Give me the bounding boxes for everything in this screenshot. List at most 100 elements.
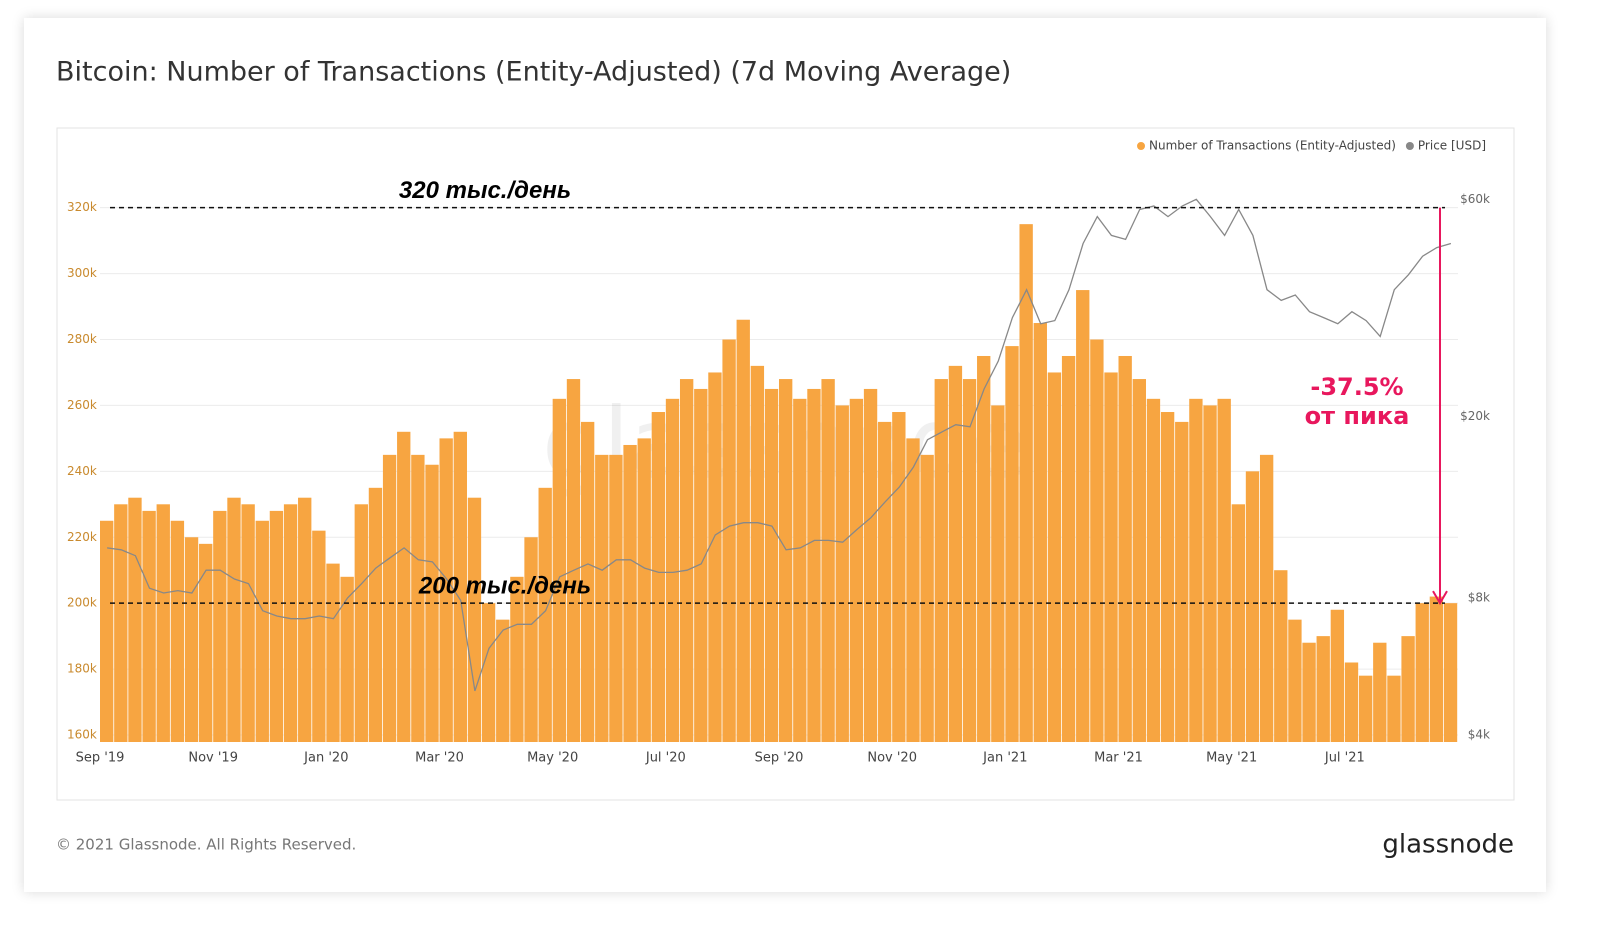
bar (510, 576, 524, 742)
x-tick-label: May '20 (527, 751, 578, 766)
x-tick-label: Mar '20 (415, 751, 464, 766)
y-tick-label: 300k (67, 266, 97, 280)
x-tick-label: Jan '20 (303, 751, 348, 766)
x-tick-label: Sep '20 (755, 751, 804, 766)
bar (213, 510, 227, 742)
y-tick-label: 320k (67, 200, 97, 214)
bar (368, 487, 383, 742)
bar (439, 438, 453, 742)
bar (637, 438, 651, 742)
bar (481, 603, 496, 742)
bar (779, 379, 793, 742)
bar (566, 379, 581, 742)
y2-tick-label: $60k (1460, 192, 1490, 206)
bar (1090, 339, 1104, 742)
bar (1118, 355, 1132, 742)
reference-label: 200 тыс./день (418, 573, 591, 600)
bar (100, 520, 114, 742)
bar (283, 504, 298, 742)
x-tick-label: May '21 (1206, 751, 1257, 766)
bar (524, 537, 538, 742)
bar (1344, 662, 1359, 742)
x-tick-label: Jul '21 (1324, 751, 1365, 766)
bar (1443, 603, 1458, 742)
bar (1019, 224, 1033, 743)
bar (1358, 675, 1373, 742)
bar (694, 388, 708, 742)
title: Bitcoin: Number of Transactions (Entity-… (56, 57, 1011, 88)
bar (538, 487, 552, 742)
bar (948, 365, 963, 742)
bar (170, 520, 185, 742)
bar (298, 497, 312, 742)
y-tick-label: 260k (67, 398, 97, 412)
bar (807, 388, 821, 742)
bar (1132, 379, 1146, 742)
bar (750, 365, 765, 742)
bar (863, 388, 878, 742)
y-tick-label: 180k (67, 662, 97, 676)
bar (1245, 471, 1260, 742)
bar (340, 576, 354, 742)
bar (934, 379, 948, 742)
footer: © 2021 Glassnode. All Rights Reserved. (56, 836, 356, 854)
bar (1146, 398, 1161, 742)
legend-label: Number of Transactions (Entity-Adjusted) (1149, 139, 1396, 153)
bar (354, 504, 368, 742)
y-tick-label: 160k (67, 728, 97, 742)
bar (595, 454, 609, 742)
y-tick-label: 240k (67, 464, 97, 478)
bar (1330, 609, 1345, 742)
bar (397, 431, 411, 742)
legend-swatch (1137, 142, 1146, 150)
change-label: от пика (1305, 402, 1410, 430)
bar (1217, 398, 1231, 742)
bar (736, 319, 750, 742)
bar (892, 412, 906, 742)
bar (1231, 504, 1246, 742)
bar (425, 464, 439, 742)
reference-label: 320 тыс./день (399, 177, 571, 204)
x-tick-label: Nov '20 (867, 751, 917, 766)
bar (114, 504, 128, 742)
bar (878, 421, 892, 742)
bar (835, 405, 849, 742)
y2-tick-label: $4k (1468, 728, 1490, 742)
bar (1429, 596, 1444, 742)
bar (1401, 636, 1415, 742)
bar (199, 543, 213, 742)
bar (991, 405, 1005, 742)
bar (665, 398, 680, 742)
legend-label: Price [USD] (1418, 139, 1486, 153)
bar (156, 504, 170, 742)
bar (1076, 290, 1090, 742)
bar (1033, 323, 1047, 742)
bar (1259, 454, 1274, 742)
bar (184, 537, 199, 742)
bar (312, 530, 326, 742)
bar (467, 497, 482, 742)
bar (609, 454, 623, 742)
bar (906, 438, 920, 742)
bar (962, 379, 977, 742)
bar (255, 520, 269, 742)
bar (241, 504, 255, 742)
change-label: -37.5% (1310, 373, 1403, 401)
x-tick-label: Mar '21 (1094, 751, 1143, 766)
bar (1005, 346, 1019, 742)
bar (1047, 372, 1062, 742)
bar (722, 339, 736, 742)
bar (1175, 421, 1189, 742)
bar (708, 372, 722, 742)
bar (623, 444, 637, 742)
bar (1203, 405, 1217, 742)
bar (1415, 603, 1429, 742)
bar (793, 398, 807, 742)
x-tick-label: Jan '21 (982, 751, 1027, 766)
bar (552, 398, 567, 742)
bar (1373, 642, 1387, 742)
bar (1316, 636, 1330, 742)
brand: glassnode (1382, 830, 1514, 860)
